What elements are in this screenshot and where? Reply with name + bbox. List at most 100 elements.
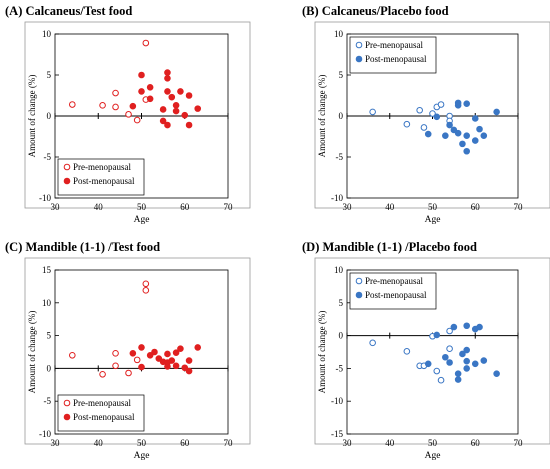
panel-a-y-tick-label: -10 [39,193,51,203]
panel-a-post-menopausal-point [194,105,202,112]
panel-d-post-menopausal-point [454,370,462,377]
panel-b-y-tick-label: 10 [334,29,344,39]
panel-c-legend-label: Post-menopausal [73,412,135,422]
panel-c-pre-menopausal-point [99,371,106,378]
panel-c-post-menopausal-point [185,357,193,364]
panel-c-pre-menopausal-point [112,350,119,357]
panel-a-post-menopausal-point [159,117,167,125]
panel-a-x-tick-label: 70 [224,202,234,212]
panel-title-c: (C) Mandible (1-1) /Test food [5,240,161,254]
panel-d: 30 40 50 60 70 -15 -10 -5 0 5 10 Age Amount of chang… [314,257,550,461]
panel-d-pre-menopausal-point [433,367,441,375]
panel-b-post-menopausal-point [459,140,466,148]
panel-b-post-menopausal-point [454,99,462,107]
panel-a-pre-menopausal-point [69,101,76,108]
panel-d-y-tick-label: 0 [339,331,344,341]
panel-b-pre-menopausal-point [420,124,428,131]
panel-a-legend-box [57,158,145,196]
panel-d-y-axis-label: Amount of change (%) [317,311,327,394]
panel-b-post-menopausal-point [471,115,479,122]
panel-a-post-menopausal-point [185,121,193,129]
panel-d-pre-menopausal-point [446,327,453,335]
panel-c-x-tick-label: 60 [180,438,190,448]
panel-c: 30 40 50 60 70 -10 -5 0 5 10 15 Age Amount of change… [24,257,251,461]
panel-c-post-menopausal-point [177,345,184,353]
panel-a-pre-menopausal-point [112,89,119,97]
panel-a-post-menopausal-point [172,102,180,109]
panel-c-legend-marker [63,399,71,407]
panel-a-x-tick-label: 30 [51,202,61,212]
panel-b-pre-menopausal-point [403,120,411,128]
panel-b-legend-marker [355,55,363,63]
panel-b-post-menopausal-point [463,132,471,139]
panel-b-post-menopausal-point [450,126,458,134]
panel-a-y-tick-label: -5 [44,152,52,162]
panel-d-x-axis-label: Age [425,451,441,461]
panel-b-legend-box [349,36,437,74]
panel-c-post-menopausal-series [129,344,202,375]
panel-b-post-menopausal-point [476,125,483,133]
panel-c-legend-box [57,394,145,432]
panel-c-y-tick-label: 5 [47,331,52,341]
panel-d-legend-marker [355,291,363,299]
panel-d-post-menopausal-point [424,360,432,368]
panel-c-post-menopausal-point [151,348,158,356]
panel-a-pre-menopausal-point [112,103,119,111]
panel-a-legend: Pre-menopausal Post-menopausal [57,158,145,196]
panel-d-post-menopausal-series [424,322,500,383]
panel-a-post-menopausal-point [185,92,193,99]
panel-a-x-axis-label: Age [134,215,150,225]
panel-d-x-tick-label: 70 [514,438,524,448]
panel-c-x-tick-label: 50 [137,438,147,448]
panel-b-post-menopausal-point [463,147,471,155]
panel-d-pre-menopausal-point [369,339,376,347]
panel-d-y-tick-label: -15 [331,429,343,439]
panel-d-post-menopausal-point [442,353,449,361]
panel-c-x-tick-label: 40 [94,438,104,448]
panel-a-x-tick-label: 40 [94,202,104,212]
panel-c-plot-area [54,269,229,435]
panel-c-post-menopausal-point [164,363,171,370]
panel-d-y-tick-label: -5 [336,363,344,373]
panel-c-y-tick-label: -10 [39,429,51,439]
panel-c-pre-menopausal-point [142,280,150,288]
panel-c-pre-menopausal-point [112,362,119,370]
panel-a-post-menopausal-point [172,107,180,115]
panel-a-pre-menopausal-series [69,39,150,124]
panel-b-x-tick-label: 40 [385,202,395,212]
panel-b-y-tick-label: 5 [339,70,344,80]
panel-b: 30 40 50 60 70 -10 -5 0 5 10 Age Amount of change (… [314,21,550,225]
panel-a-pre-menopausal-point [133,116,141,124]
panel-b-y-axis-label: Amount of change (%) [317,75,327,158]
panel-c-post-menopausal-point [146,351,154,359]
panel-b-post-menopausal-series [424,99,500,155]
panel-d-x-tick-label: 60 [471,438,481,448]
panel-d-legend: Pre-menopausal Post-menopausal [349,272,437,310]
panel-b-legend-label: Pre-menopausal [365,40,423,50]
panel-c-post-menopausal-point [129,350,137,357]
panel-c-x-axis-label: Age [134,451,150,461]
panel-c-post-menopausal-point [155,355,163,362]
panel-b-y-tick-label: -5 [336,152,344,162]
panel-b-legend: Pre-menopausal Post-menopausal [349,36,437,74]
panel-a-legend-label: Post-menopausal [73,176,135,186]
panel-b-x-tick-label: 30 [343,202,353,212]
panel-a-legend-marker [63,163,71,171]
panel-c-y-tick-label: 0 [47,363,52,373]
panel-d-frame [314,257,550,445]
panel-b-y-tick-label: -10 [331,193,343,203]
panel-b-post-menopausal-point [493,108,500,116]
panel-b-post-menopausal-point [433,113,441,121]
panel-b-pre-menopausal-point [429,110,436,117]
panel-b-post-menopausal-point [480,132,488,139]
panel-a-post-menopausal-point [181,111,189,119]
panel-a-y-tick-label: 10 [42,29,52,39]
panel-b-pre-menopausal-series [369,101,453,131]
panel-c-post-menopausal-point [138,363,145,371]
panel-b-x-axis-label: Age [425,215,441,225]
panel-c-frame [24,257,251,445]
panel-c-pre-menopausal-point [69,351,76,359]
panel-b-y-tick-label: 0 [339,111,344,121]
panel-b-pre-menopausal-point [369,108,376,116]
